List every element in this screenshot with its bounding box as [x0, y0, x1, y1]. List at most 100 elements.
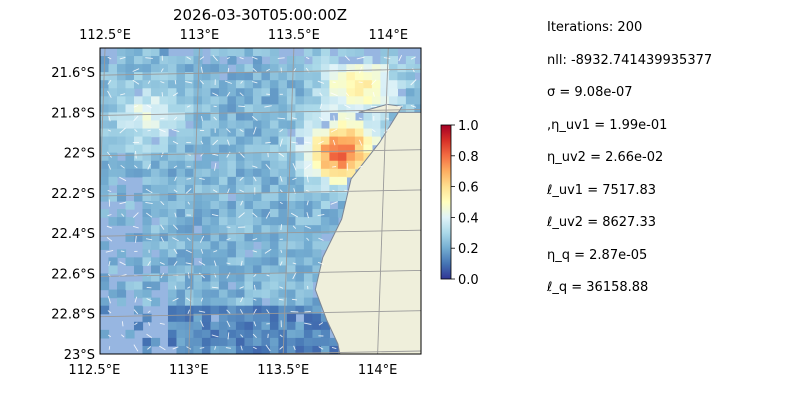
field-cell: [227, 313, 237, 323]
y-tick-label: 22.6°S: [51, 267, 95, 282]
field-cell: [329, 128, 339, 138]
velocity-arrow: [133, 309, 139, 315]
field-cell: [100, 273, 110, 283]
field-cell: [244, 305, 254, 315]
velocity-arrow: [211, 334, 219, 338]
field-cell: [363, 72, 373, 81]
field-cell: [133, 104, 144, 114]
field-cell: [193, 217, 203, 226]
velocity-arrow: [397, 105, 404, 108]
velocity-arrow: [173, 116, 178, 121]
field-cell: [252, 64, 263, 73]
field-cell: [159, 249, 169, 258]
field-cell: [295, 176, 305, 186]
field-cell: [244, 225, 254, 234]
field-cell: [159, 128, 169, 138]
field-cell: [337, 80, 348, 89]
field-cell: [184, 192, 195, 202]
field-cell: [167, 297, 178, 307]
velocity-arrow: [304, 163, 311, 170]
velocity-arrow: [173, 165, 178, 169]
field-cell: [320, 168, 331, 178]
field-cell: [278, 88, 288, 97]
velocity-arrow: [121, 213, 125, 217]
velocity-arrow: [159, 322, 165, 325]
field-cell: [201, 80, 212, 89]
field-cell: [125, 136, 135, 146]
map-frame: [99, 47, 422, 355]
field-cell: [176, 104, 186, 114]
field-cell: [278, 160, 288, 170]
field-cell: [371, 96, 382, 105]
field-cell: [346, 48, 356, 57]
field-cell: [303, 168, 314, 178]
field-cell: [193, 354, 202, 363]
field-cell: [303, 249, 314, 258]
velocity-arrow: [291, 298, 297, 301]
velocity-arrow: [279, 201, 283, 205]
field-cell: [100, 112, 110, 122]
velocity-arrow: [331, 346, 337, 350]
field-cell: [167, 184, 178, 194]
field-cell: [176, 297, 186, 307]
field-cell: [159, 48, 169, 57]
field-cell: [235, 265, 246, 275]
field-cell: [125, 96, 135, 105]
field-cell: [201, 152, 212, 162]
field-cell: [320, 152, 331, 162]
velocity-arrow: [225, 347, 231, 349]
field-cell: [125, 128, 135, 138]
velocity-arrow: [239, 56, 244, 60]
velocity-arrow: [107, 129, 112, 132]
field-cell: [261, 345, 271, 354]
field-cell: [337, 168, 348, 178]
field-cell: [142, 225, 152, 234]
field-cell: [210, 201, 220, 210]
field-cell: [167, 321, 178, 331]
field-cell: [116, 160, 127, 170]
field-cell: [414, 104, 421, 114]
field-cell: [100, 192, 110, 202]
field-cell: [235, 201, 246, 210]
field-cell: [201, 257, 212, 267]
velocity-arrow: [240, 297, 244, 303]
velocity-arrow: [107, 334, 111, 338]
velocity-arrow: [264, 248, 272, 254]
velocity-arrow: [133, 344, 139, 352]
field-cell: [193, 128, 203, 138]
colorbar-tick-label: 0.8: [458, 150, 479, 165]
field-cell: [210, 112, 220, 122]
field-cell: [227, 217, 237, 226]
field-cell: [278, 281, 288, 291]
field-cell: [295, 72, 305, 81]
field-cell: [176, 241, 186, 250]
param-nll: nll: -8932.741439935377: [547, 52, 713, 68]
field-cell: [405, 80, 415, 89]
field-cell: [218, 345, 229, 354]
field-cell: [269, 345, 280, 354]
field-cell: [150, 152, 161, 162]
velocity-arrow: [119, 201, 127, 205]
field-cell: [286, 144, 297, 154]
field-cell: [261, 217, 271, 226]
velocity-arrow: [240, 200, 244, 206]
velocity-arrow: [317, 213, 325, 217]
field-cell: [380, 96, 390, 105]
field-cell: [354, 96, 365, 105]
field-cell: [218, 192, 229, 202]
param-ell-q: ℓ_q = 36158.88: [547, 280, 649, 295]
velocity-arrow: [200, 140, 204, 145]
field-cell: [218, 217, 229, 226]
field-cell: [201, 281, 212, 291]
field-cell: [201, 64, 212, 73]
field-cell: [312, 241, 322, 250]
field-cell: [337, 136, 348, 146]
field-cell: [235, 217, 246, 226]
field-cell: [218, 321, 229, 331]
field-cell: [363, 64, 373, 73]
field-cell: [150, 281, 161, 291]
field-cell: [295, 329, 305, 339]
velocity-arrow: [132, 79, 140, 85]
field-cell: [184, 168, 195, 178]
field-cell: [235, 168, 246, 178]
